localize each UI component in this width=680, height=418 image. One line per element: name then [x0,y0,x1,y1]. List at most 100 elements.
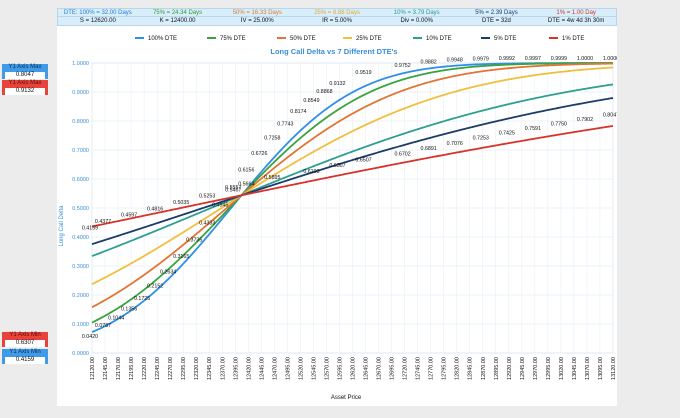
series-line-1-dte [91,125,614,228]
y-tick-label: 0.1000 [72,322,89,328]
data-label: 0.5467 [225,187,241,193]
legend-label: 10% DTE [426,36,452,42]
y1-axis-min-red-box: Y1 Axis Min 0.6307 [2,332,48,347]
data-label: 0.4333 [199,220,215,226]
data-label: 0.6307 [329,163,345,169]
x-tick-label: 12220.00 [142,357,148,380]
data-label: 0.0787 [95,323,111,329]
data-label: 0.2634 [160,270,176,276]
y1-axis-min-red-label: Y1 Axis Min [9,332,41,338]
x-tick-label: 12570.00 [324,357,330,380]
data-label: 0.6891 [421,146,437,152]
x-tick-label: 12895.00 [494,357,500,380]
legend-label: 5% DTE [494,36,516,42]
param-label-1: K = 12400.00 [159,18,196,24]
data-label: 0.5253 [199,194,215,200]
x-tick-label: 12770.00 [429,357,435,380]
dte-label-3: 25% = 8.88 Days [314,10,360,16]
legend-label: 25% DTE [356,36,382,42]
data-label: 0.9948 [447,58,463,64]
data-label: 1.0000 [577,56,593,62]
x-tick-label: 12845.00 [468,357,474,380]
x-tick-label: 12120.00 [90,357,96,380]
data-label: 0.8549 [303,98,319,104]
y-tick-label: 1.0000 [72,61,89,67]
x-tick-label: 12870.00 [481,357,487,380]
x-tick-label: 12820.00 [455,357,461,380]
legend-label: 50% DTE [290,36,316,42]
data-label: 0.4597 [121,213,137,219]
y-tick-label: 0.8000 [72,119,89,125]
y1-axis-max-red-value: 0.9132 [5,87,45,95]
data-label: 0.9992 [499,56,515,62]
data-label: 0.9882 [421,59,437,65]
param-label-4: Div = 0.00% [400,18,433,24]
data-label: 0.7258 [264,136,280,142]
y1-axis-max-red-label: Y1 Axis Max [8,80,42,86]
x-tick-label: 12270.00 [168,357,174,380]
data-label: 0.7076 [447,141,463,147]
series-line-75-dte [91,62,613,324]
y-tick-label: 0.7000 [72,148,89,154]
x-tick-label: 12295.00 [181,357,187,380]
data-label: 0.4816 [147,206,163,212]
data-label: 0.6156 [238,167,254,173]
y1-axis-max-blue-box: Y1 Axis Max 0.8047 [2,64,48,79]
x-tick-label: 12620.00 [351,357,357,380]
series-line-10-dte [91,83,614,257]
x-tick-label: 12595.00 [337,357,343,380]
data-label: 0.7425 [499,131,515,137]
x-tick-label: 13020.00 [559,357,565,380]
y-tick-label: 0.4000 [72,235,89,241]
param-label-0: S = 12620.00 [79,18,116,24]
data-label: 0.7591 [525,126,541,132]
chart-panel: 100% DTE 75% DTE 50% DTE 25% DTE 10% DTE 5% D… [57,26,619,406]
data-label: 0.8174 [290,109,306,115]
data-label: 0.6103 [303,169,319,175]
chart-grid [91,62,614,354]
x-axis-ticks: 12120.00 12145.00 12170.00 12195.00 12220.00… [90,357,617,380]
x-tick-label: 12720.00 [403,357,409,380]
y1-axis-max-red-box: Y1 Axis Max 0.9132 [2,80,48,95]
data-label: 0.7750 [551,121,567,127]
x-tick-label: 12920.00 [507,357,513,380]
x-tick-label: 12695.00 [390,357,396,380]
x-tick-label: 12370.00 [220,357,226,380]
data-label: 0.6726 [251,151,267,157]
y-axis-ticks: 0.0000 0.1000 0.2000 0.3000 0.4000 0.5000 0.60… [72,61,89,357]
data-label: 0.1725 [134,296,150,302]
dte-label-6: 1% = 1.00 Day [556,10,596,16]
data-label: 0.9519 [355,70,371,76]
y-axis-label: Long Call Delta [59,205,65,247]
dte-label-0: DTE: 100% = 32.00 Days [63,10,132,16]
x-tick-label: 12420.00 [246,357,252,380]
dte-label-2: 50% = 16.33 Days [232,10,282,16]
chart-title: Long Call Delta vs 7 Different DTE's [270,47,397,56]
data-label: 0.4945 [212,203,228,209]
y-tick-label: 0.2000 [72,293,89,299]
data-label: 0.5035 [173,200,189,206]
y1-axis-min-blue-label: Y1 Axis Min [9,349,41,355]
param-label-6: DTE = 4w 4d 3h 30m [547,18,605,24]
x-tick-label: 12520.00 [298,357,304,380]
data-label: 0.2152 [147,284,163,290]
legend-label: 100% DTE [148,36,177,42]
x-tick-label: 12345.00 [207,357,213,380]
y-tick-label: 0.3000 [72,264,89,270]
x-tick-label: 12145.00 [103,357,109,380]
x-tick-label: 12470.00 [272,357,278,380]
data-label: 0.8047 [603,113,617,119]
dte-label-1: 75% = 24.34 Days [152,10,203,16]
data-label: 0.5557 [225,185,241,191]
data-label: 0.3735 [186,238,202,244]
data-label: 0.4377 [95,219,111,225]
x-tick-label: 12395.00 [233,357,239,380]
x-tick-label: 13045.00 [572,357,578,380]
dte-label-4: 10% = 3.79 Days [393,10,440,16]
x-tick-label: 13120.00 [611,357,617,380]
data-label: 0.9999 [551,56,567,62]
data-label: 0.1356 [121,307,137,313]
data-label: 0.7902 [577,117,593,123]
series-lines [91,62,614,333]
y1-axis-min-blue-box: Y1 Axis Min 0.4159 [2,349,48,364]
